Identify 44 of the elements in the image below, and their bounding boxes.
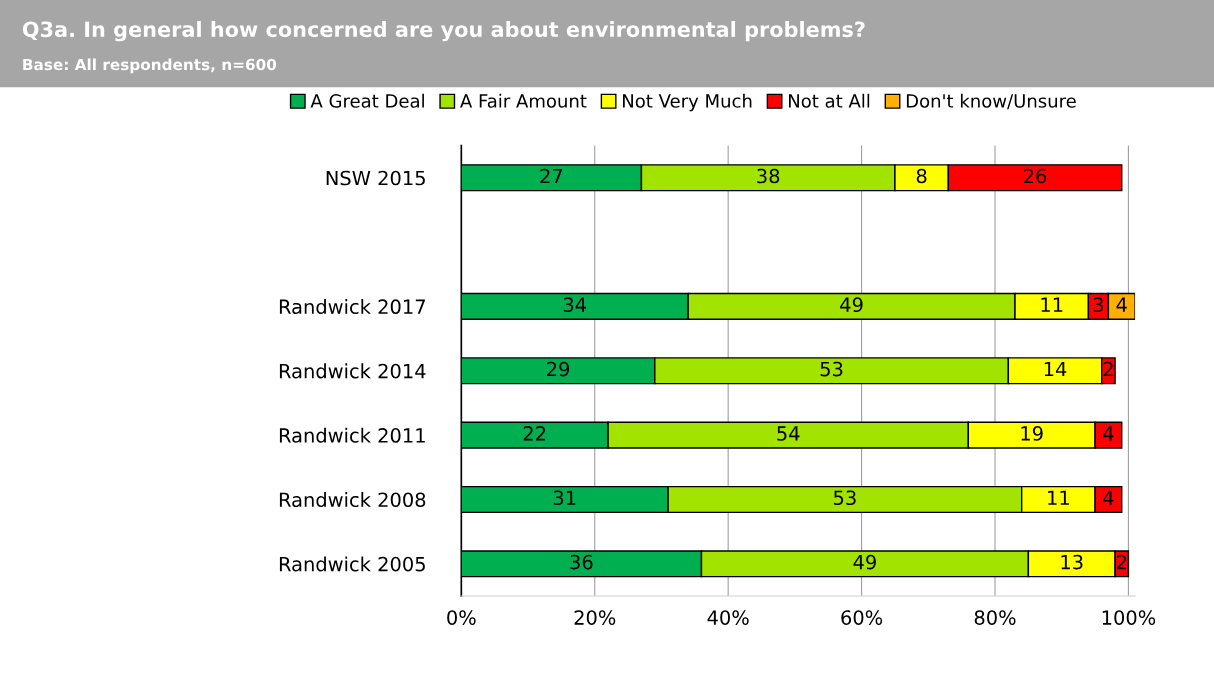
data-label: 2: [1103, 361, 1113, 377]
data-label: 53: [820, 361, 843, 377]
legend-label: A Fair Amount: [460, 93, 587, 108]
data-label: 29: [547, 361, 570, 377]
x-tick-label: 60%: [841, 610, 883, 625]
data-label: 54: [777, 426, 800, 441]
y-tick-label: Randwick 2017: [279, 299, 425, 315]
y-tick-label: Randwick 2008: [279, 492, 426, 508]
legend-label: A Great Deal: [310, 93, 424, 108]
data-label: 13: [1061, 554, 1083, 570]
data-label: 36: [570, 554, 593, 570]
y-tick-label: Randwick 2005: [279, 556, 425, 572]
data-label: 31: [553, 490, 576, 506]
data-label: 3: [1093, 297, 1104, 313]
x-tick-label: 0%: [447, 610, 476, 625]
y-tick-label: Randwick 2011: [279, 427, 425, 443]
data-label: 53: [834, 490, 856, 506]
data-label: 8: [916, 168, 927, 184]
data-label: 22: [523, 426, 546, 441]
data-label: 34: [563, 297, 587, 313]
y-tick-label: Randwick 2014: [279, 363, 426, 379]
chart-title: Q3a. In general how concerned are you about environmental problems?: [22, 21, 865, 42]
data-label: 19: [1021, 426, 1043, 441]
data-label: 49: [853, 554, 876, 570]
data-label: 4: [1103, 490, 1114, 505]
data-label: 38: [757, 168, 780, 184]
legend-label: Not Very Much: [623, 93, 752, 112]
data-label: 4: [1103, 426, 1114, 441]
x-tick-label: 100%: [1102, 610, 1156, 625]
data-label: 2: [1116, 554, 1126, 570]
data-label: 4: [1116, 297, 1127, 312]
text: Base: All respondents, n=600: [23, 58, 277, 74]
data-label: 11: [1041, 297, 1063, 312]
data-label: 26: [1024, 168, 1047, 184]
x-tick-label: 20%: [574, 610, 616, 625]
legend-label: Don't know/Unsure: [906, 93, 1076, 110]
x-tick-label: 40%: [707, 610, 749, 625]
data-label: 27: [540, 168, 563, 184]
legend-label: Not at All: [788, 93, 870, 108]
x-tick-label: 80%: [974, 610, 1016, 625]
data-label: 11: [1048, 490, 1069, 505]
data-label: 14: [1044, 361, 1067, 377]
data-label: 49: [840, 297, 863, 313]
y-tick-label: NSW 2015: [326, 170, 425, 186]
